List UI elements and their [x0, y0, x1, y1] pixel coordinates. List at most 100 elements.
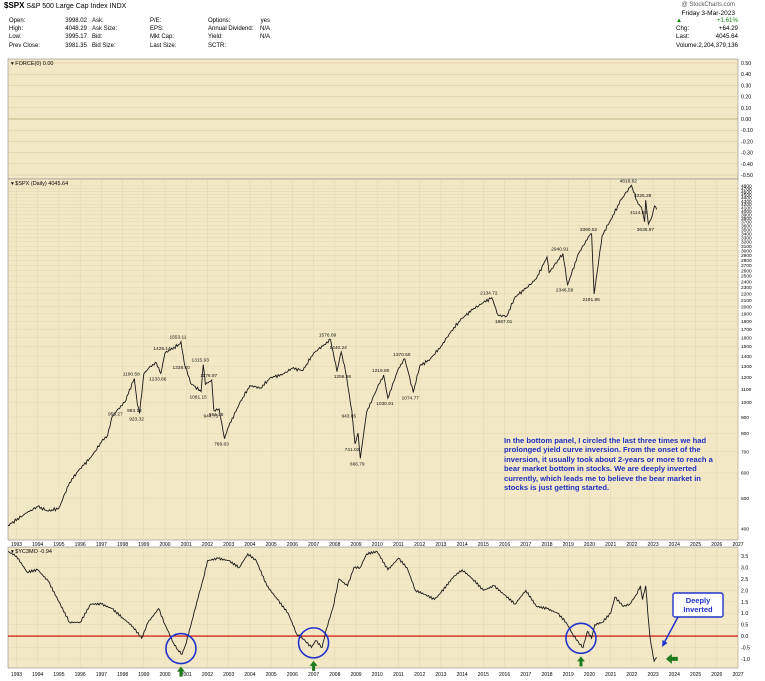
- y-tick-label: 1200: [741, 375, 752, 381]
- y-tick-label: 600: [741, 471, 749, 477]
- x-tick-label: 2012: [414, 542, 425, 548]
- y-tick-label: 3000: [741, 249, 752, 255]
- y-tick-label: 3500: [741, 227, 752, 233]
- x-tick-label: 2026: [711, 672, 722, 678]
- x-tick-label: 2002: [202, 542, 213, 548]
- green-up-arrow-icon: [309, 660, 318, 671]
- y-tick-label: 0.00: [741, 117, 751, 123]
- y-tick-label: 3900: [741, 212, 752, 218]
- y-tick-label: 4600: [741, 190, 752, 196]
- x-tick-label: 2022: [626, 542, 637, 548]
- y-tick-label: 4300: [741, 199, 752, 205]
- y-tick-label: 2800: [741, 258, 752, 264]
- yield-plot-area: [7, 546, 739, 669]
- x-tick-label: 2008: [329, 542, 340, 548]
- x-tick-label: 2016: [499, 542, 510, 548]
- spx-price-line: [7, 184, 658, 527]
- y-tick-label: 4500: [741, 193, 752, 199]
- x-tick-label: 2004: [244, 542, 255, 548]
- y-tick-label: 1600: [741, 335, 752, 341]
- data-label: 1176.97: [200, 373, 217, 379]
- data-label: 4325.28: [634, 193, 652, 199]
- green-up-arrow-icon: [176, 666, 185, 677]
- x-tick-label: 1994: [32, 542, 43, 548]
- y-tick-label: 400: [741, 527, 749, 533]
- green-left-arrow-icon: [665, 653, 678, 664]
- y-tick-label: 2100: [741, 298, 752, 304]
- y-tick-label: 1.0: [741, 611, 748, 617]
- y-tick-label: -0.40: [741, 162, 753, 168]
- x-tick-label: 2025: [690, 672, 701, 678]
- y-tick-label: 2600: [741, 268, 752, 274]
- data-label: 1440.24: [329, 345, 347, 351]
- quote-right: ▲ +1.61% Chg: +64.29 Last: 4045.64 Volume: 2…: [676, 17, 738, 49]
- x-tick-label: 1994: [32, 672, 43, 678]
- data-label: 4818.62: [620, 178, 638, 184]
- pointer-arrow-head: [662, 640, 668, 647]
- x-tick-label: 2007: [308, 672, 319, 678]
- x-tick-label: 2006: [287, 672, 298, 678]
- y-tick-label: 2500: [741, 274, 752, 280]
- data-label: 943.85: [341, 413, 356, 419]
- y-tick-label: 4100: [741, 205, 752, 211]
- yield-curve-line: [7, 550, 658, 663]
- y-tick-label: 2200: [741, 291, 752, 297]
- y-tick-label: 4800: [741, 184, 752, 190]
- y-tick-label: -0.30: [741, 151, 753, 157]
- inversion-circle: [165, 632, 197, 665]
- x-tick-label: 2004: [244, 672, 255, 678]
- x-tick-label: 2007: [308, 542, 319, 548]
- x-tick-label: 2019: [563, 672, 574, 678]
- x-tick-label: 2008: [329, 672, 340, 678]
- y-tick-label: 4400: [741, 196, 752, 202]
- force-panel: 0.50 0.40 0.30 0.20 0.10 0.00 -0.10 -0.20 -0.30 -…: [7, 58, 753, 180]
- y-tick-label: 2.0: [741, 588, 748, 594]
- data-label: 1867.01: [495, 319, 513, 325]
- up-arrow-icon: ▲: [676, 17, 683, 24]
- x-tick-label: 2020: [584, 672, 595, 678]
- data-label: 1315.93: [192, 358, 210, 364]
- x-tick-label: 1999: [138, 672, 149, 678]
- x-tick-label: 2015: [478, 542, 489, 548]
- data-label: 1030.91: [376, 401, 394, 407]
- symbol-title: $SPX S&P 500 Large Cap Index INDX: [4, 1, 126, 10]
- quote-date: Friday 3-Mar-2023: [681, 10, 735, 17]
- data-label: 944.75: [204, 413, 219, 419]
- y-tick-label: 3700: [741, 220, 752, 226]
- data-label: 1219.80: [372, 368, 390, 374]
- x-tick-label: 2025: [690, 542, 701, 548]
- y-tick-label: 500: [741, 496, 749, 502]
- yield-curve-panel: 3.5 3.0 2.5 2.0 1.5 1.0 0.5 0.0 -0.5 -1.0 1993 1994…: [7, 546, 750, 678]
- data-label: 768.63: [214, 442, 229, 448]
- quote-col-4: Options: yes Annual Dividend: N/A Yield: N/…: [208, 18, 270, 49]
- spx-panel: 4800470046004500440043004200410040003900…: [7, 178, 752, 548]
- y-tick-label: 1400: [741, 354, 752, 360]
- data-label: 1074.77: [402, 395, 420, 401]
- data-label: 2134.72: [480, 291, 498, 297]
- y-tick-label: 700: [741, 449, 749, 455]
- x-tick-label: 1996: [75, 672, 86, 678]
- y-tick-label: -0.20: [741, 139, 753, 145]
- data-label: 1576.09: [319, 333, 337, 339]
- x-tick-label: 2014: [457, 672, 468, 678]
- deeply-inverted-label: Deeply: [686, 596, 711, 605]
- x-tick-label: 2002: [202, 672, 213, 678]
- spx-label: ▾ $SPX (Daily) 4045.64: [11, 181, 68, 187]
- deeply-inverted-label: Inverted: [683, 605, 713, 614]
- y-tick-label: 1800: [741, 319, 752, 325]
- x-tick-label: 2023: [648, 672, 659, 678]
- x-tick-label: 2017: [520, 672, 531, 678]
- y-tick-label: 900: [741, 415, 749, 421]
- data-label: 2191.86: [582, 297, 600, 303]
- x-tick-label: 2005: [266, 542, 277, 548]
- y-tick-label: 3400: [741, 231, 752, 237]
- x-tick-label: 2003: [223, 672, 234, 678]
- y-tick-label: 0.30: [741, 83, 751, 89]
- y-tick-label: 1700: [741, 327, 752, 333]
- inversion-circle: [565, 622, 597, 655]
- y-tick-label: 4700: [741, 187, 752, 193]
- x-tick-label: 2003: [223, 542, 234, 548]
- y-tick-label: 2700: [741, 263, 752, 269]
- data-label: 666.79: [350, 461, 365, 467]
